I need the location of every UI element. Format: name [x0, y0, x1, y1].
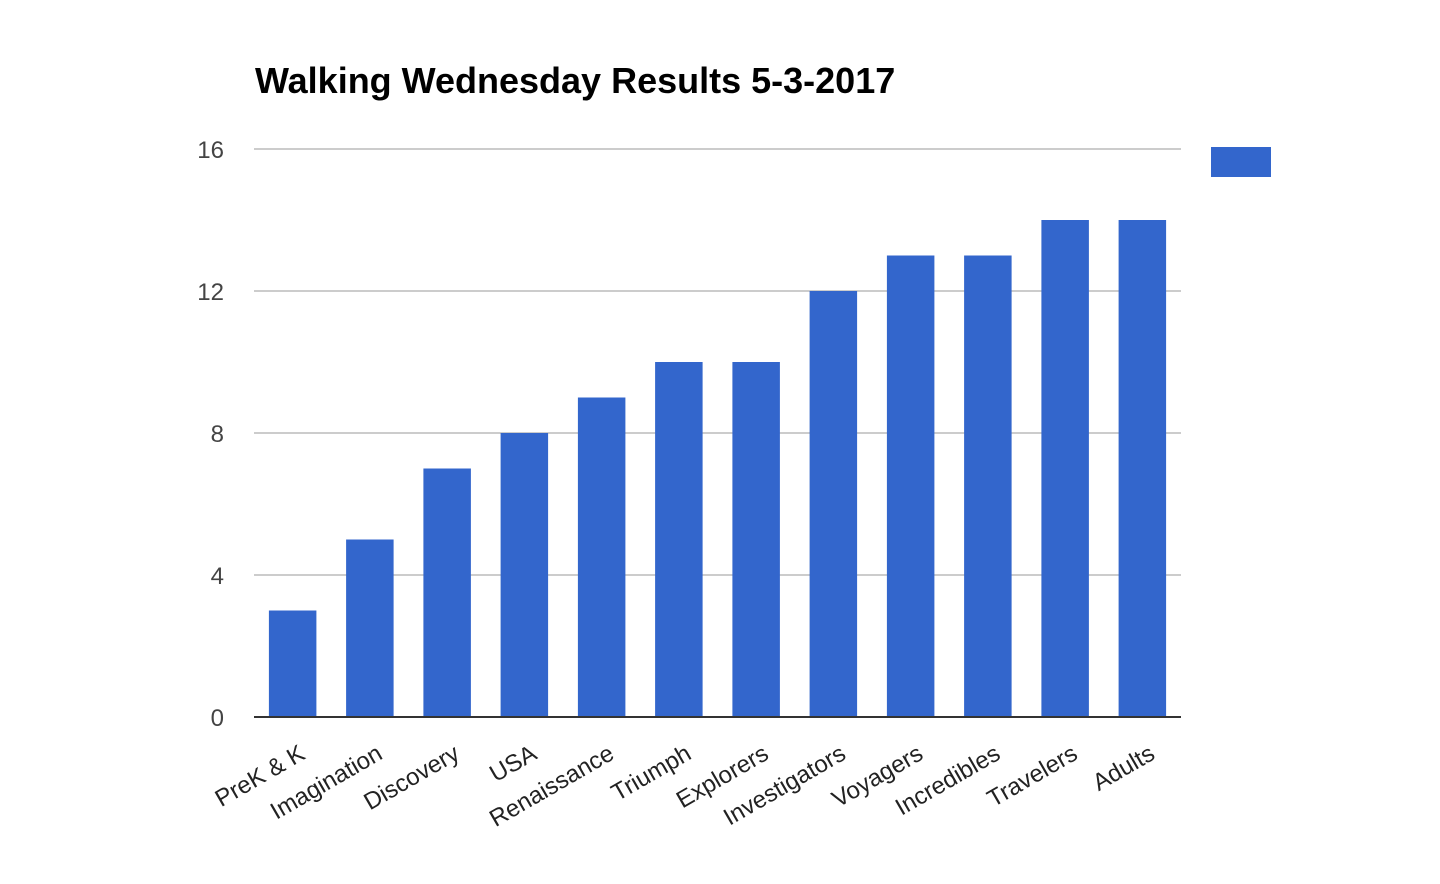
- bar: [423, 468, 471, 717]
- bars: [268, 220, 1167, 717]
- chart-title: Walking Wednesday Results 5-3-2017: [255, 60, 895, 101]
- bar: [655, 362, 703, 717]
- bar: [268, 610, 317, 717]
- bar: [500, 433, 549, 717]
- bar: [577, 397, 626, 717]
- bar: [346, 539, 394, 717]
- bar: [1118, 220, 1167, 717]
- y-tick-label: 0: [211, 705, 224, 732]
- legend-swatch: [1211, 147, 1271, 177]
- bar: [886, 255, 935, 717]
- y-tick-label: 16: [197, 137, 224, 164]
- bar: [964, 255, 1012, 717]
- bar: [732, 362, 780, 717]
- gridlines: [254, 148, 1181, 576]
- bar: [1041, 220, 1089, 717]
- y-axis-ticks: 0 4 8 12 16: [197, 137, 224, 732]
- x-category-label: Adults: [1088, 740, 1159, 797]
- y-tick-label: 4: [211, 563, 224, 590]
- y-tick-label: 8: [211, 421, 224, 448]
- legend: [1211, 147, 1271, 177]
- bar: [809, 291, 858, 717]
- y-tick-label: 12: [197, 279, 224, 306]
